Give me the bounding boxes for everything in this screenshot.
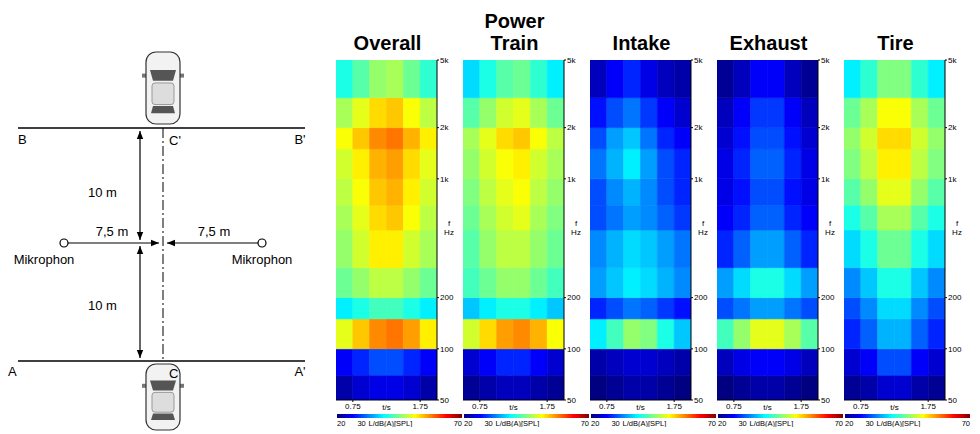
svg-text:70: 70 <box>962 419 970 427</box>
svg-text:5k: 5k <box>567 56 576 65</box>
svg-text:0.75: 0.75 <box>726 402 742 411</box>
svg-text:30: 30 <box>484 419 492 427</box>
svg-text:200: 200 <box>567 293 581 302</box>
svg-text:100: 100 <box>821 345 835 354</box>
svg-text:2k: 2k <box>694 123 703 132</box>
svg-text:0.75: 0.75 <box>345 402 361 411</box>
svg-text:70: 70 <box>454 419 462 427</box>
svg-text:fHz: fHz <box>698 219 708 237</box>
html-text:Intake: Intake <box>612 32 671 54</box>
svg-text:Mikrophon: Mikrophon <box>232 252 293 267</box>
svg-text:t/s: t/s <box>636 403 644 412</box>
svg-text:200: 200 <box>694 293 708 302</box>
svg-text:fHz: fHz <box>825 219 835 237</box>
svg-text:200: 200 <box>948 293 962 302</box>
svg-text:1.75: 1.75 <box>666 402 682 411</box>
svg-text:20: 20 <box>337 419 345 427</box>
svg-text:t/s: t/s <box>890 403 898 412</box>
svg-text:5k: 5k <box>821 56 830 65</box>
svg-text:1.75: 1.75 <box>793 402 809 411</box>
svg-text:100: 100 <box>567 345 581 354</box>
svg-text:5k: 5k <box>948 56 957 65</box>
svg-text:20: 20 <box>464 419 472 427</box>
svg-text:L/dB(A)[SPL]: L/dB(A)[SPL] <box>750 419 794 427</box>
svg-text:70: 70 <box>708 419 716 427</box>
svg-text:30: 30 <box>611 419 619 427</box>
svg-text:50: 50 <box>948 396 957 405</box>
svg-text:t/s: t/s <box>382 403 390 412</box>
svg-text:A: A <box>8 364 17 379</box>
html-text:Exhaust: Exhaust <box>729 32 808 54</box>
svg-text:L/dB(A)[SPL]: L/dB(A)[SPL] <box>623 419 667 427</box>
svg-text:100: 100 <box>948 345 962 354</box>
svg-text:200: 200 <box>821 293 835 302</box>
svg-text:5k: 5k <box>440 56 449 65</box>
svg-text:B': B' <box>294 132 305 147</box>
svg-text:2k: 2k <box>821 123 830 132</box>
svg-text:70: 70 <box>835 419 843 427</box>
svg-text:0.75: 0.75 <box>472 402 488 411</box>
svg-text:t/s: t/s <box>509 403 517 412</box>
svg-text:1k: 1k <box>567 175 576 184</box>
svg-text:Mikrophon: Mikrophon <box>14 252 75 267</box>
svg-text:30: 30 <box>738 419 746 427</box>
html-text:Tire: Tire <box>877 32 914 54</box>
svg-text:50: 50 <box>694 396 703 405</box>
svg-text:200: 200 <box>440 293 454 302</box>
svg-text:2k: 2k <box>567 123 576 132</box>
svg-text:20: 20 <box>845 419 853 427</box>
svg-text:20: 20 <box>591 419 599 427</box>
html-text:Power Train: Power Train <box>484 10 545 54</box>
svg-text:100: 100 <box>694 345 708 354</box>
svg-text:7,5 m: 7,5 m <box>198 224 231 239</box>
svg-text:10 m: 10 m <box>88 185 117 200</box>
svg-text:5k: 5k <box>694 56 703 65</box>
svg-text:70: 70 <box>581 419 589 427</box>
svg-text:fHz: fHz <box>444 219 454 237</box>
svg-text:L/dB(A)[SPL]: L/dB(A)[SPL] <box>496 419 540 427</box>
svg-text:1.75: 1.75 <box>920 402 936 411</box>
svg-text:2k: 2k <box>948 123 957 132</box>
svg-text:1k: 1k <box>948 175 957 184</box>
svg-text:L/dB(A)[SPL]: L/dB(A)[SPL] <box>369 419 413 427</box>
svg-text:30: 30 <box>865 419 873 427</box>
svg-text:30: 30 <box>357 419 365 427</box>
svg-text:t/s: t/s <box>763 403 771 412</box>
svg-text:0.75: 0.75 <box>853 402 869 411</box>
svg-text:20: 20 <box>718 419 726 427</box>
svg-text:50: 50 <box>821 396 830 405</box>
svg-text:fHz: fHz <box>952 219 962 237</box>
svg-text:L/dB(A)[SPL]: L/dB(A)[SPL] <box>877 419 921 427</box>
svg-text:1k: 1k <box>440 175 449 184</box>
svg-text:50: 50 <box>440 396 449 405</box>
svg-text:10 m: 10 m <box>88 298 117 313</box>
svg-text:C: C <box>169 366 178 381</box>
svg-text:1k: 1k <box>694 175 703 184</box>
svg-text:A': A' <box>294 364 305 379</box>
html-text:Overall: Overall <box>353 32 422 54</box>
svg-text:1k: 1k <box>821 175 830 184</box>
svg-text:fHz: fHz <box>571 219 581 237</box>
svg-text:100: 100 <box>440 345 454 354</box>
svg-text:0.75: 0.75 <box>599 402 615 411</box>
svg-text:1.75: 1.75 <box>412 402 428 411</box>
svg-text:50: 50 <box>567 396 576 405</box>
svg-text:1.75: 1.75 <box>539 402 555 411</box>
svg-text:2k: 2k <box>440 123 449 132</box>
svg-text:B: B <box>18 132 27 147</box>
svg-text:7,5 m: 7,5 m <box>96 224 129 239</box>
svg-text:C': C' <box>169 133 181 148</box>
